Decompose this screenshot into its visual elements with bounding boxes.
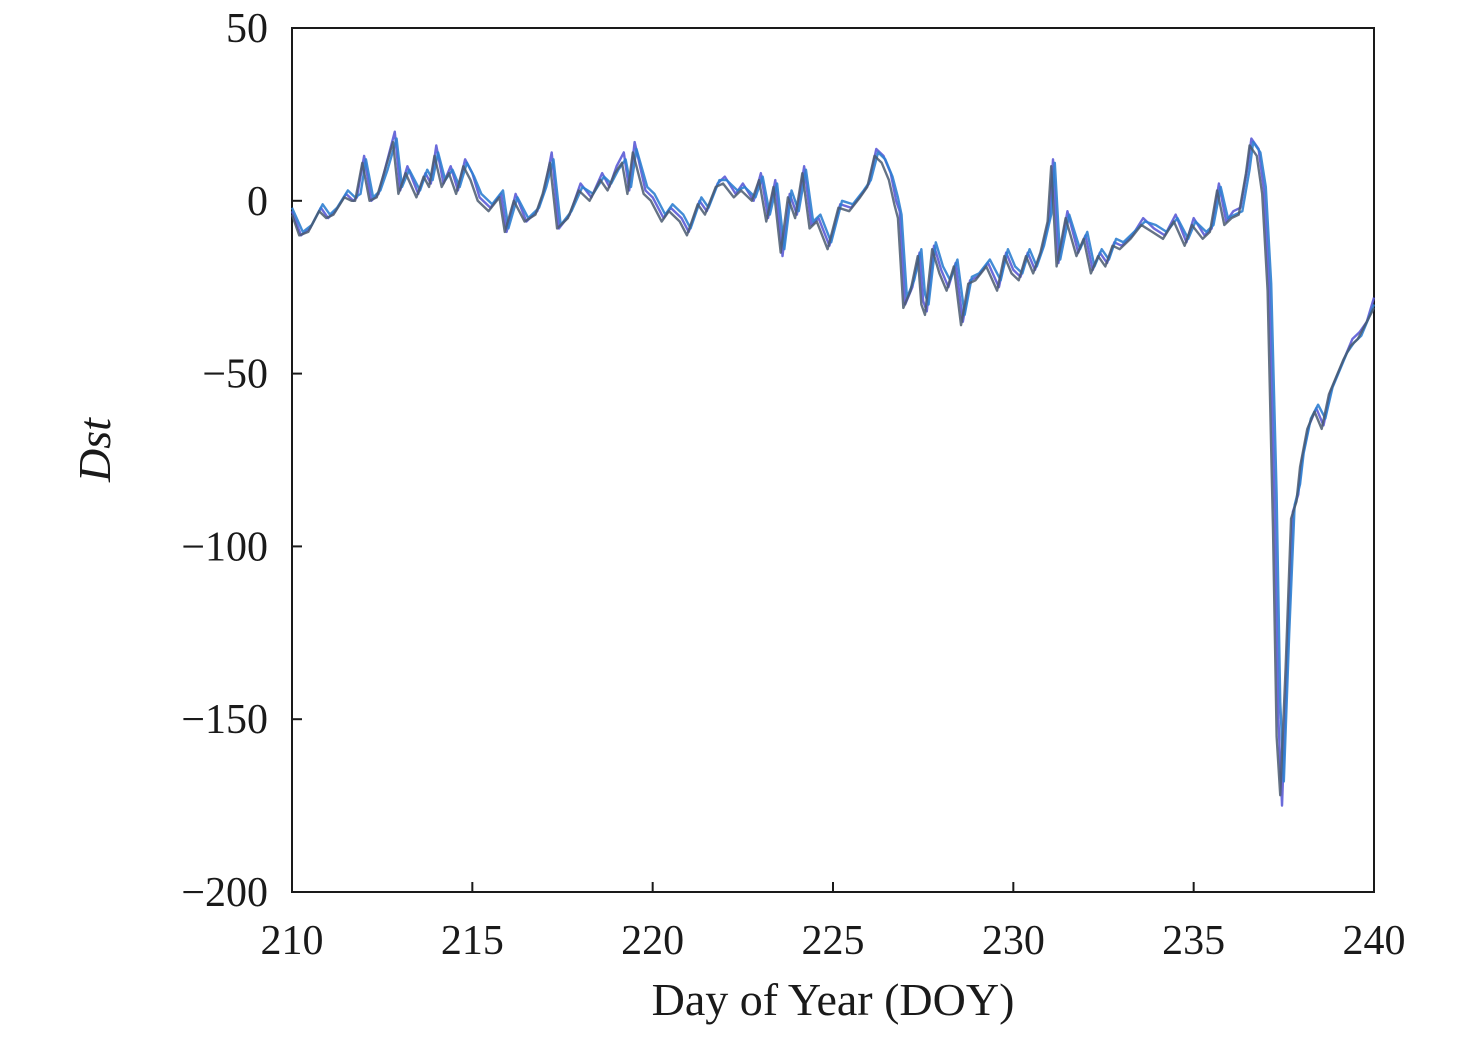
y-tick-label: 0	[247, 179, 268, 225]
x-tick-label: 220	[621, 918, 684, 964]
plot-frame	[291, 27, 1375, 893]
series-line-2	[290, 137, 1376, 783]
series-line-3	[290, 140, 1376, 797]
y-tick-label: −150	[181, 697, 268, 743]
x-tick-label: 230	[982, 918, 1045, 964]
x-tick-label: 215	[441, 918, 504, 964]
x-tick-label: 240	[1343, 918, 1406, 964]
y-tick-label: −100	[181, 524, 268, 570]
y-tick-label: −200	[181, 870, 268, 916]
x-tick-label: 210	[261, 918, 324, 964]
y-tick-label: −50	[202, 352, 268, 398]
series-layer	[290, 130, 1376, 807]
y-axis: 50 0 −50 −100 −150 −200	[181, 6, 302, 916]
x-tick-label: 235	[1162, 918, 1225, 964]
x-tick-label: 225	[802, 918, 865, 964]
x-axis-label: Day of Year (DOY)	[652, 974, 1015, 1025]
y-tick-label: 50	[226, 6, 268, 52]
x-axis: 210 215 220 225 230 235 240	[261, 882, 1406, 964]
y-axis-label: Dst	[69, 417, 120, 483]
